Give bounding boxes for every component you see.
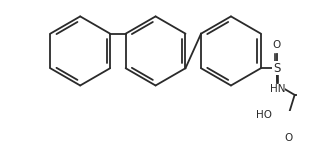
Text: O: O [273,40,281,50]
Text: HN: HN [270,84,285,94]
Text: O: O [284,133,292,142]
Text: O: O [273,86,281,96]
Text: S: S [273,62,280,75]
Text: HO: HO [256,110,272,120]
